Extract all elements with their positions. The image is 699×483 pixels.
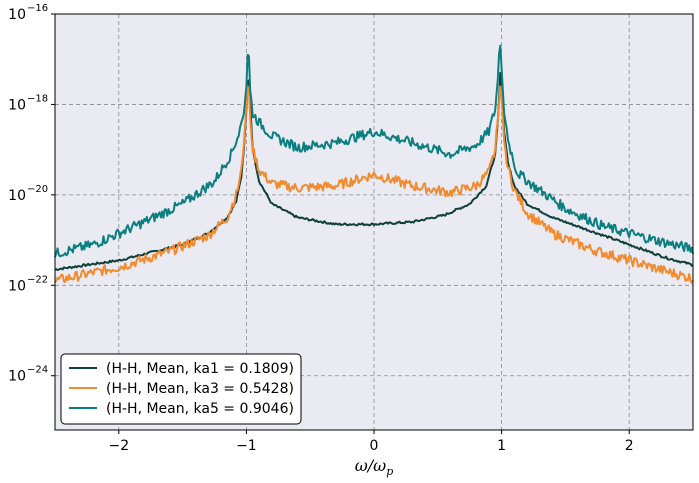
y-tick-exponent: −22 xyxy=(27,274,48,285)
y-tick-base: 10 xyxy=(8,369,26,385)
x-tick-label: 0 xyxy=(370,438,379,454)
y-tick-exponent: −24 xyxy=(27,365,48,376)
legend-label: (H-H, Mean, ka3 = 0.5428) xyxy=(106,381,294,397)
x-axis-label: ω/ωp xyxy=(355,456,394,478)
y-tick-label: 10 xyxy=(8,97,26,113)
y-tick-exponent: −18 xyxy=(27,93,48,104)
legend: (H-H, Mean, ka1 = 0.1809) (H-H, Mean, ka3… xyxy=(60,353,302,425)
legend-label: (H-H, Mean, ka1 = 0.1809) xyxy=(106,361,294,377)
y-tick-label: 10 xyxy=(8,369,26,385)
y-tick-label: 10 xyxy=(8,278,26,294)
y-tick-base: 10 xyxy=(8,278,26,294)
x-tick-label: −1 xyxy=(236,438,257,454)
legend-box xyxy=(60,353,302,425)
series-line-1 xyxy=(54,71,694,271)
x-tick-label: −2 xyxy=(108,438,129,454)
x-tick-label: 1 xyxy=(497,438,506,454)
x-axis-label-subscript: p xyxy=(386,465,393,478)
y-tick-base: 10 xyxy=(8,7,26,23)
y-tick-label: 10 xyxy=(8,7,26,23)
series-line-2 xyxy=(54,85,694,284)
y-tick-label: 10 xyxy=(8,188,26,204)
y-tick-exponent: −20 xyxy=(27,184,48,195)
x-tick-label: 2 xyxy=(625,438,634,454)
y-tick-base: 10 xyxy=(8,188,26,204)
series-line-3 xyxy=(54,44,694,258)
series-layer xyxy=(54,44,694,284)
y-tick-exponent: −16 xyxy=(27,3,48,14)
y-tick-base: 10 xyxy=(8,97,26,113)
x-axis: −2 −1 0 1 2 xyxy=(108,430,634,454)
legend-label: (H-H, Mean, ka5 = 0.9046) xyxy=(106,401,294,417)
